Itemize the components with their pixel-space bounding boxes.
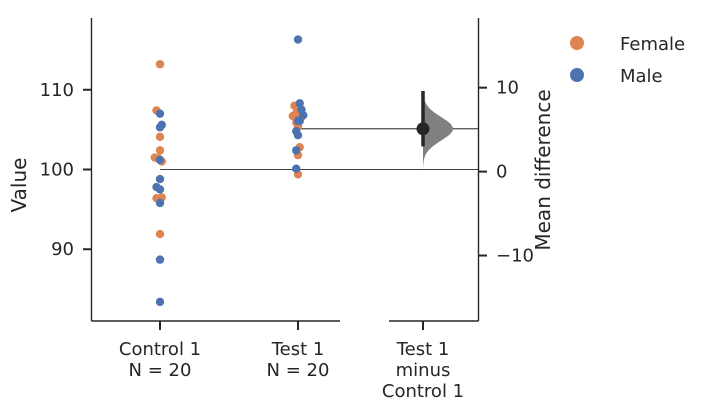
data-point-male [293,131,303,140]
data-point-male [155,255,165,264]
left-y-tick-label: 100 [40,160,74,181]
right-axes: −10 0 10 Test 1 minus Control 1 Mean diffe… [382,18,555,402]
data-point-male [155,174,165,184]
left-y-tick-label: 110 [40,80,74,101]
x-tick-label-control-line1: Control 1 [119,339,201,360]
data-point-male [292,164,301,173]
legend-label-female: Female [620,34,685,55]
mean-difference-point [416,122,430,136]
legend: Female Male [570,34,685,87]
bootstrap-distribution [423,72,453,171]
data-point-male [292,146,301,155]
data-point-male [293,35,303,44]
right-y-axis-title: Mean difference [531,89,555,250]
data-point-female [155,229,165,239]
data-point-male [155,185,165,194]
data-point-female [155,60,165,69]
data-point-male [155,109,165,118]
data-point-female [155,146,165,155]
swarm-points [150,35,308,307]
left-y-tick-label: 90 [51,239,74,260]
data-point-male [155,297,165,307]
data-point-male [155,155,165,165]
data-point-male [155,198,165,208]
left-y-ticks: 90 100 110 [40,80,92,260]
y-axis-title: Value [7,158,31,213]
data-point-male [295,99,304,108]
x-tick-label-contrast-line1: Test 1 [396,339,450,360]
legend-marker-female [570,36,584,50]
data-point-female [155,132,165,142]
data-point-male [155,123,165,132]
x-tick-label-contrast-line3: Control 1 [382,381,464,402]
x-tick-label-test-line2: N = 20 [267,360,330,381]
right-y-tick-label: −10 [496,246,534,267]
x-tick-label-test-line1: Test 1 [271,339,325,360]
right-y-ticks: −10 0 10 [478,78,534,267]
x-tick-label-control-line2: N = 20 [129,360,192,381]
right-y-tick-label: 0 [496,162,507,183]
data-point-male [299,111,308,120]
legend-marker-male [570,68,584,82]
x-tick-label-contrast-line2: minus [396,360,451,381]
right-y-tick-label: 10 [496,78,519,99]
legend-label-male: Male [620,66,663,87]
